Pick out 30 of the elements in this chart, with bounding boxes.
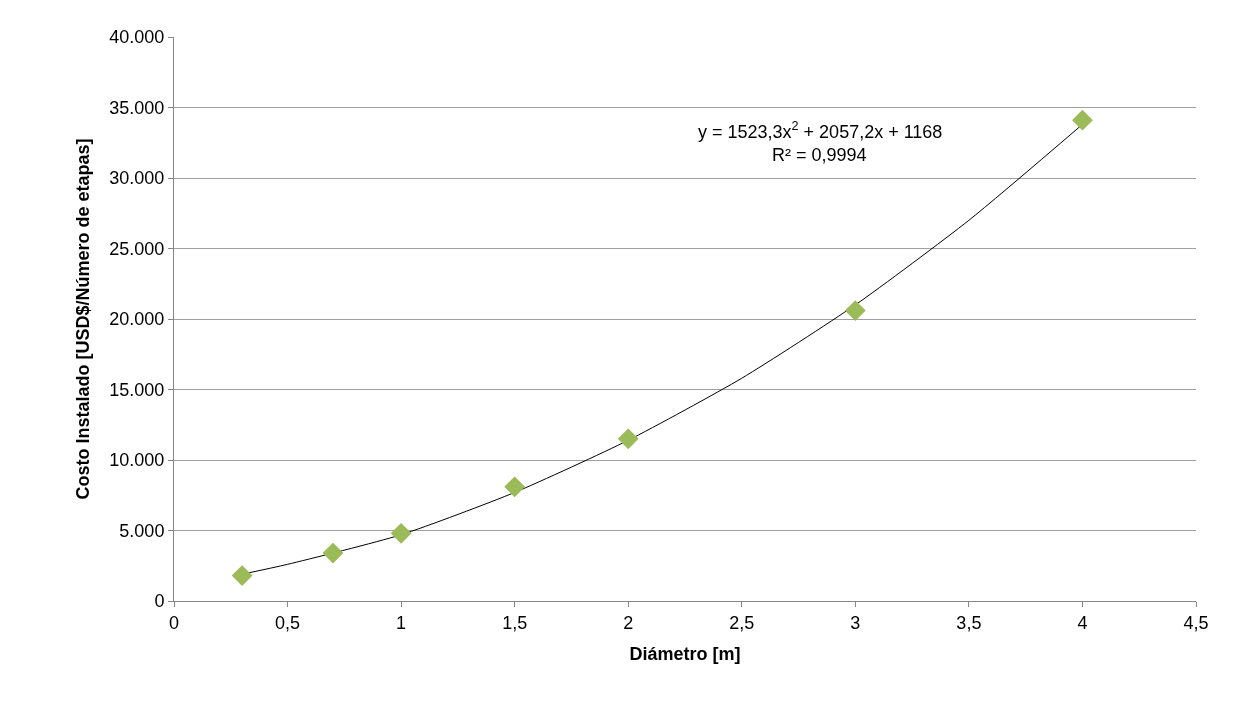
- y-tick-label: 40.000: [109, 27, 165, 48]
- y-tick-label: 15.000: [109, 379, 165, 400]
- x-tick-label: 3: [850, 612, 861, 633]
- annotation: y = 1523,3x$^{2}$ + 2057,2x + 1168: [698, 119, 943, 142]
- point: [1072, 109, 1093, 131]
- y-tick-label: 5.000: [119, 520, 165, 541]
- x-tick-label: 1,5: [502, 612, 528, 633]
- x-tick-label: 0: [168, 612, 180, 633]
- x-tick-label: 2: [623, 612, 634, 633]
- point: [390, 522, 412, 544]
- x-tick-label: 4: [1077, 612, 1088, 633]
- y-tick-label: 30.000: [109, 168, 165, 189]
- x-tick-label: 1: [396, 612, 407, 633]
- point: [231, 565, 253, 587]
- y-tick-label: 0: [154, 591, 165, 612]
- x-tick-label: 4,5: [1183, 612, 1209, 633]
- x-tick-label: 2,5: [729, 612, 755, 633]
- y-tick-label: 25.000: [109, 238, 165, 259]
- point: [617, 428, 639, 450]
- annotation: R² = 0,9994: [772, 145, 867, 165]
- point: [844, 300, 866, 321]
- point: [504, 476, 526, 498]
- x-axis-title: Diámetro [m]: [629, 643, 741, 664]
- y-axis-title: Costo Instalado [USD$/Número de etapas]: [72, 138, 93, 500]
- y-tick-label: 10.000: [109, 450, 165, 471]
- y-tick-label: 20.000: [109, 309, 165, 330]
- x-tick-label: 0,5: [275, 612, 301, 633]
- y-tick-label: 35.000: [109, 97, 165, 118]
- x-tick-label: 3,5: [956, 612, 982, 633]
- point: [322, 542, 344, 564]
